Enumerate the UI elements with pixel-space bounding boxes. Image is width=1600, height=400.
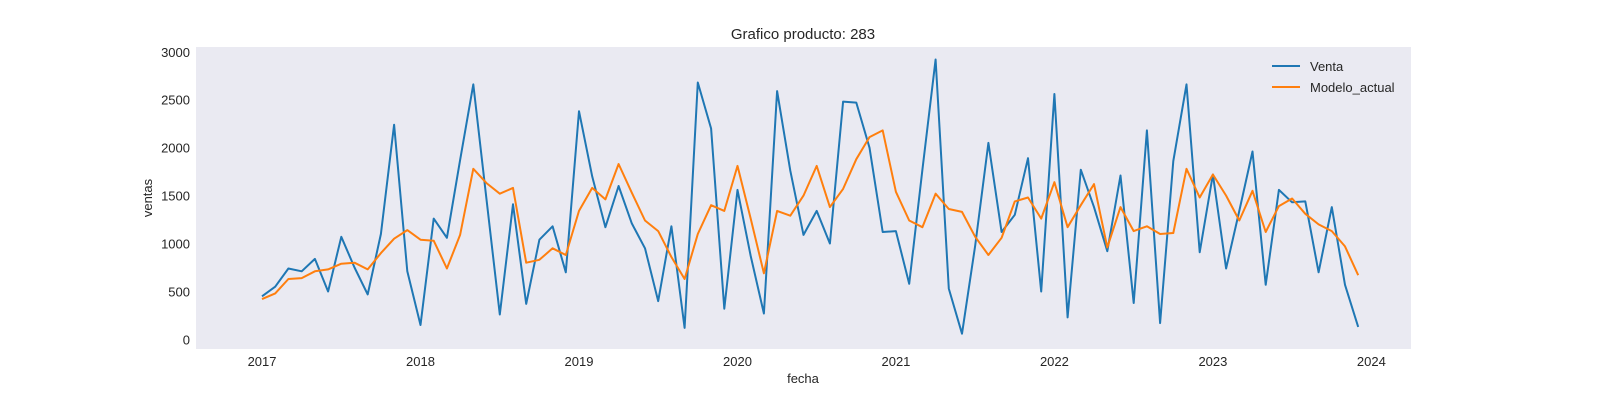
y-tick-label: 1000 (161, 237, 190, 252)
series-lines (261, 58, 1360, 335)
y-tick-label: 0 (183, 332, 190, 347)
y-axis-label: ventas (140, 178, 155, 217)
x-axis-label: fecha (787, 371, 820, 386)
y-tick-label: 2000 (161, 141, 190, 156)
y-tick-label: 3000 (161, 45, 190, 60)
x-tick-label: 2017 (248, 354, 277, 369)
series-line-venta (261, 58, 1360, 335)
series-line-modelo-actual (261, 129, 1360, 301)
y-tick-label: 2500 (161, 93, 190, 108)
x-tick-label: 2020 (723, 354, 752, 369)
y-tick-label: 1500 (161, 189, 190, 204)
x-tick-label: 2021 (881, 354, 910, 369)
y-axis-ticks: 0 500 1000 1500 2000 2500 3000 (161, 45, 190, 348)
plot-area (196, 47, 1411, 349)
x-tick-label: 2023 (1198, 354, 1227, 369)
legend-entry: Venta (1310, 59, 1344, 74)
x-tick-label: 2022 (1040, 354, 1069, 369)
x-axis-ticks: 2017 2018 2019 2020 2021 2022 2023 2024 (248, 354, 1386, 369)
y-tick-label: 500 (168, 284, 190, 299)
x-tick-label: 2018 (406, 354, 435, 369)
chart-title: Grafico producto: 283 (731, 26, 875, 43)
x-tick-label: 2024 (1357, 354, 1386, 369)
x-tick-label: 2019 (565, 354, 594, 369)
legend-entry: Modelo_actual (1310, 80, 1395, 95)
legend: Venta Modelo_actual (1272, 59, 1395, 95)
